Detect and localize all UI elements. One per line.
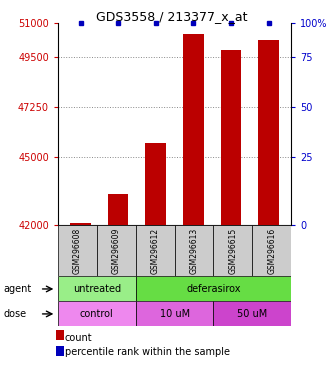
Text: 10 uM: 10 uM	[160, 309, 190, 319]
Bar	[136, 276, 291, 301]
Bar	[221, 50, 241, 225]
Text: GSM296616: GSM296616	[267, 227, 276, 274]
Bar	[58, 276, 136, 301]
Bar	[259, 40, 279, 225]
Bar	[213, 225, 253, 276]
Text: GSM296609: GSM296609	[112, 227, 121, 274]
Bar	[136, 225, 175, 276]
Text: 50 uM: 50 uM	[237, 309, 267, 319]
Bar	[56, 346, 64, 356]
Bar	[175, 225, 213, 276]
Bar	[56, 330, 64, 340]
Bar	[58, 301, 136, 326]
Text: agent: agent	[3, 284, 31, 294]
Bar	[213, 301, 291, 326]
Text: untreated: untreated	[73, 284, 121, 294]
Bar	[97, 225, 136, 276]
Bar	[145, 143, 166, 225]
Text: dose: dose	[3, 309, 26, 319]
Text: GSM296608: GSM296608	[73, 227, 82, 274]
Text: GSM296615: GSM296615	[228, 227, 237, 274]
Text: count: count	[65, 333, 92, 343]
Bar	[108, 194, 128, 225]
Text: GSM296612: GSM296612	[151, 227, 160, 274]
Bar	[70, 223, 91, 225]
Text: deferasirox: deferasirox	[186, 284, 241, 294]
Bar	[58, 225, 97, 276]
Text: GDS3558 / 213377_x_at: GDS3558 / 213377_x_at	[96, 10, 248, 23]
Bar	[136, 301, 213, 326]
Bar	[183, 34, 204, 225]
Text: GSM296613: GSM296613	[190, 227, 199, 274]
Bar	[253, 225, 291, 276]
Text: percentile rank within the sample: percentile rank within the sample	[65, 347, 229, 357]
Text: control: control	[80, 309, 114, 319]
